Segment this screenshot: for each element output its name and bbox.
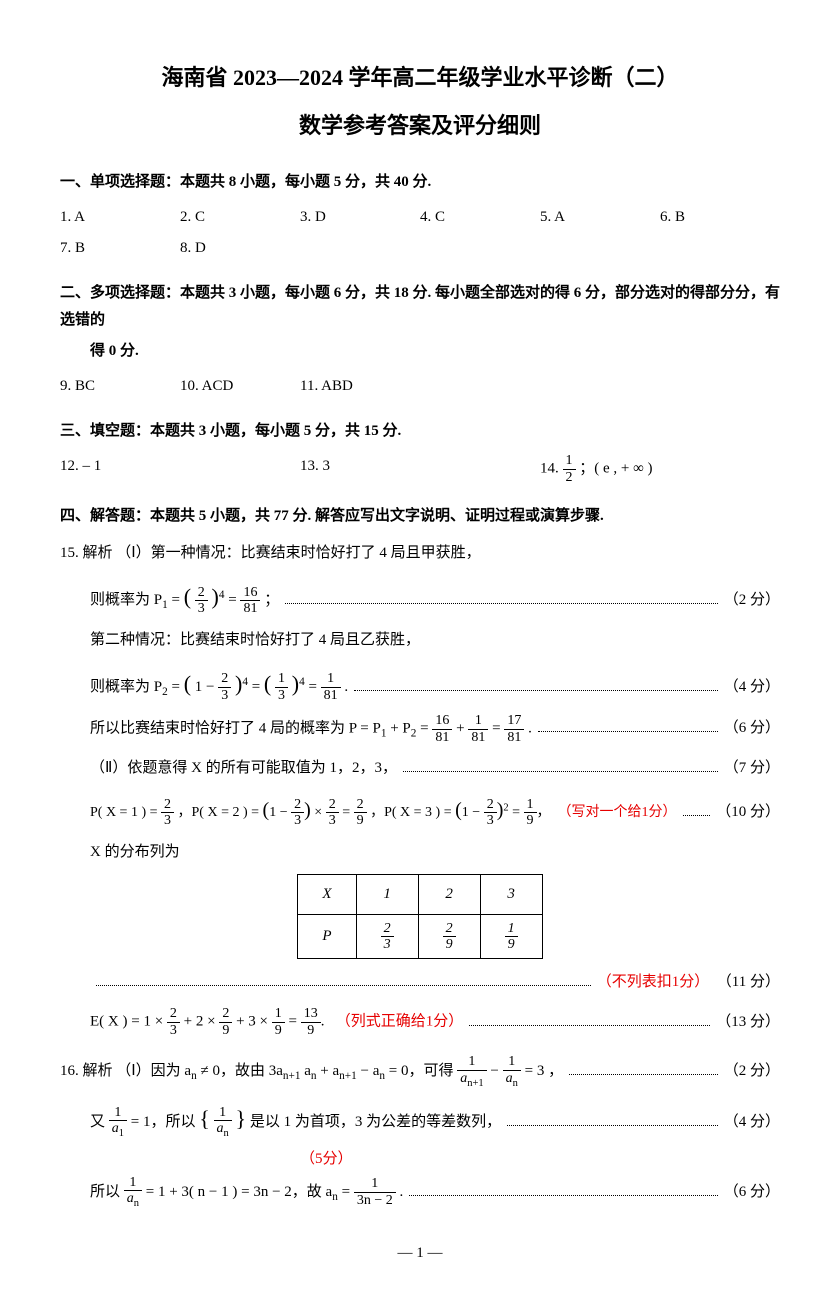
q15-sum: 所以比赛结束时恰好打了 4 局的概率为 P = P1 + P2 = 1681 +… <box>90 713 532 745</box>
q15-ex-red: （列式正确给1分） <box>336 1014 464 1030</box>
q15-ii-pts: （7 分） <box>724 755 780 782</box>
q16-pts1: （2 分） <box>724 1058 780 1085</box>
q16-pts2: （4 分） <box>724 1109 780 1136</box>
title-1: 海南省 2023—2024 学年高二年级学业水平诊断（二） <box>60 58 780 98</box>
q16-open: 16. 解析 （Ⅰ）因为 an ≠ 0，故由 3an+1 an + an+1 −… <box>60 1054 563 1089</box>
ans-3: 3. D <box>300 204 420 231</box>
ans-12: 12. – 1 <box>60 453 300 485</box>
q15-px: P( X = 1 ) = 23 ，P( X = 2 ) = (1 − 23) ×… <box>90 792 677 829</box>
ans-4: 4. C <box>420 204 540 231</box>
q15-line2: 第二种情况：比赛结束时恰好打了 4 局且乙获胜， <box>60 627 780 654</box>
ans-7: 7. B <box>60 235 180 262</box>
page-number: — 1 — <box>60 1240 780 1267</box>
sec3-head: 三、填空题：本题共 3 小题，每小题 5 分，共 15 分. <box>60 418 780 445</box>
ans-6: 6. B <box>660 204 780 231</box>
ans-2: 2. C <box>180 204 300 231</box>
title-2: 数学参考答案及评分细则 <box>60 106 780 146</box>
q15-ex: E( X ) = 1 × 23 + 2 × 29 + 3 × 19 = 139.… <box>90 1006 463 1038</box>
ans-1: 1. A <box>60 204 180 231</box>
q15-dist-intro: X 的分布列为 <box>60 839 780 866</box>
q15-dist-red: （不列表扣1分） <box>597 969 710 996</box>
sec2-head: 二、多项选择题：本题共 3 小题，每小题 6 分，共 18 分. 每小题全部选对… <box>60 280 780 334</box>
sec4-head: 四、解答题：本题共 5 小题，共 77 分. 解答应写出文字说明、证明过程或演算… <box>60 503 780 530</box>
q15-sum-pts: （6 分） <box>724 715 780 742</box>
ans-11: 11. ABD <box>300 373 420 400</box>
q15-p1: 则概率为 P1 = ( 23 )4 = 1681 ； <box>90 577 279 617</box>
q15-px-pts: （10 分） <box>716 799 780 826</box>
q16-l2: 又 1a1 = 1，所以 { 1an } 是以 1 为首项，3 为公差的等差数列… <box>90 1099 501 1140</box>
q15-p2-pts: （4 分） <box>724 674 780 701</box>
ans-5: 5. A <box>540 204 660 231</box>
sec1-head: 一、单项选择题：本题共 8 小题，每小题 5 分，共 40 分. <box>60 169 780 196</box>
q15-p1-pts: （2 分） <box>724 587 780 614</box>
ans-9: 9. BC <box>60 373 180 400</box>
distribution-table: X 1 2 3 P 23 29 19 <box>297 874 542 960</box>
q16-pts3: （6 分） <box>724 1179 780 1206</box>
ans-13: 13. 3 <box>300 453 540 485</box>
ans-10: 10. ACD <box>180 373 300 400</box>
q15-dist-pts: （11 分） <box>717 969 780 996</box>
q15-ex-pts: （13 分） <box>716 1009 780 1036</box>
ans-8: 8. D <box>180 235 300 262</box>
q15-px-red: （写对一个给1分） <box>558 805 677 820</box>
q16-red5: （5分） <box>270 1146 780 1173</box>
ans-14: 14. 12 ；( e , + ∞ ) <box>540 453 780 485</box>
q15-ii-open: （Ⅱ）依题意得 X 的所有可能取值为 1，2，3， <box>90 755 397 782</box>
q15-p2: 则概率为 P2 = ( 1 − 23 )4 = ( 13 )4 = 181 . <box>90 664 348 704</box>
sec2-head-2: 得 0 分. <box>60 338 780 365</box>
q16-l3: 所以 1an = 1 + 3( n − 1 ) = 3n − 2，故 an = … <box>90 1175 403 1210</box>
q15-open: 15. 解析 （Ⅰ）第一种情况：比赛结束时恰好打了 4 局且甲获胜， <box>60 540 780 567</box>
